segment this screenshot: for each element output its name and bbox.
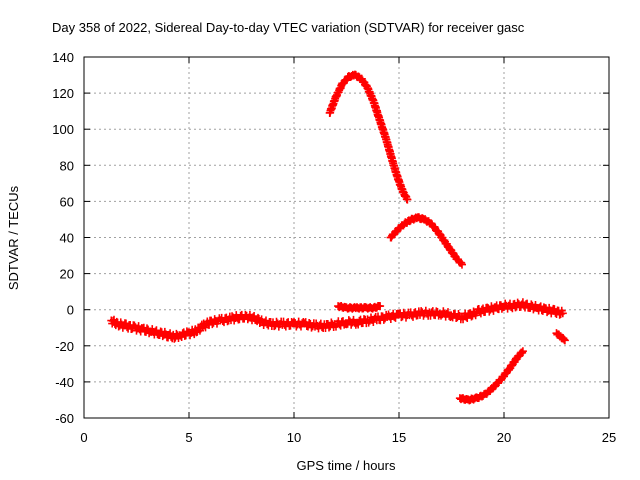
x-tick-label: 20 — [497, 430, 511, 445]
data-point — [518, 347, 527, 356]
data-point — [210, 315, 219, 324]
x-tick-label: 15 — [392, 430, 406, 445]
series-small-segment — [334, 302, 385, 313]
y-axis-label: SDTVAR / TECUs — [6, 185, 21, 290]
y-tick-label: 0 — [67, 303, 74, 318]
data-point — [152, 326, 161, 335]
grid-lines — [84, 57, 609, 418]
chart-title: Day 358 of 2022, Sidereal Day-to-day VTE… — [52, 20, 525, 35]
data-points — [107, 70, 569, 405]
data-point — [336, 321, 345, 330]
data-point — [327, 318, 336, 327]
x-tick-label: 10 — [287, 430, 301, 445]
data-point — [376, 302, 385, 311]
x-tick-label: 5 — [185, 430, 192, 445]
x-tick-label: 25 — [602, 430, 616, 445]
data-point — [301, 318, 310, 327]
data-point — [403, 195, 412, 204]
y-tick-label: 120 — [52, 86, 74, 101]
data-point — [354, 320, 363, 329]
y-tick-label: 40 — [60, 231, 74, 246]
series-upper-arc — [325, 70, 412, 204]
y-tick-label: 20 — [60, 267, 74, 282]
data-point — [463, 314, 472, 323]
data-point — [409, 312, 417, 321]
y-tick-label: 60 — [60, 194, 74, 209]
data-point — [307, 323, 316, 332]
y-tick-label: -60 — [55, 411, 74, 426]
y-tick-label: -40 — [55, 375, 74, 390]
x-tick-label: 0 — [80, 430, 87, 445]
axis-ticks: 0 5 10 15 20 25 -60 -40 -20 0 20 40 60 80 100 120 140 — [52, 50, 616, 445]
y-tick-label: 140 — [52, 50, 74, 65]
data-point — [262, 316, 270, 325]
data-point — [254, 313, 262, 322]
y-tick-label: 100 — [52, 122, 74, 137]
data-point — [560, 335, 569, 344]
data-point — [444, 308, 452, 317]
y-tick-label: -20 — [55, 339, 74, 354]
series-tail-segment — [552, 329, 569, 345]
y-tick-label: 80 — [60, 158, 74, 173]
series-main-band — [107, 298, 567, 343]
data-point — [467, 312, 476, 321]
data-point — [437, 311, 445, 320]
data-point — [558, 309, 567, 318]
data-point — [220, 318, 228, 327]
data-point — [458, 260, 466, 269]
data-point — [560, 336, 569, 345]
x-axis-label: GPS time / hours — [297, 458, 396, 473]
series-lower-arc — [455, 347, 527, 405]
series-middle-arc — [386, 213, 466, 269]
